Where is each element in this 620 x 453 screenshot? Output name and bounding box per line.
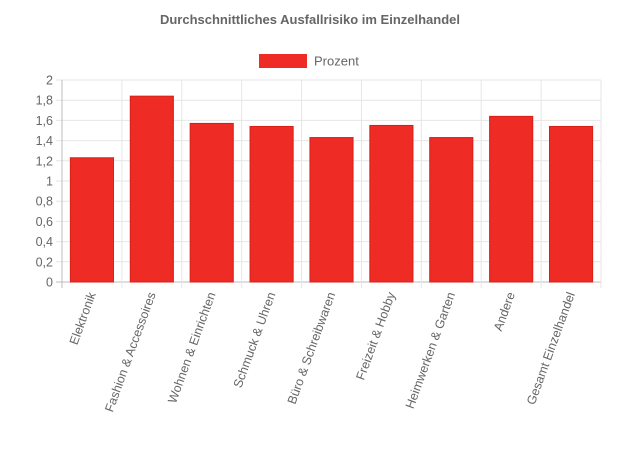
x-tick-label: Heimwerken & Garten: [403, 290, 458, 410]
x-tick-label: Fashion & Accessoires: [102, 290, 158, 414]
bar[interactable]: [249, 125, 294, 283]
y-tick-label: 0,2: [36, 255, 53, 269]
y-tick-label: 1,6: [36, 114, 53, 128]
x-tick-label: Schmuck & Uhren: [231, 290, 279, 389]
bar[interactable]: [489, 115, 534, 283]
y-axis-tick-labels: 0 0,2 0,4 0,6 0,8 1 1,2 1,4 1,6 1,8 2: [36, 74, 53, 290]
bar[interactable]: [129, 95, 174, 283]
x-tick-label: Freizeit & Hobby: [353, 290, 398, 382]
x-axis-tick-labels: Elektronik Fashion & Accessoires Wohnen & …: [67, 290, 578, 414]
y-tick-label: 2: [46, 74, 53, 88]
bar[interactable]: [369, 124, 414, 283]
y-tick-label: 1,4: [36, 134, 53, 148]
bar[interactable]: [309, 137, 354, 283]
y-tick-label: 0,8: [36, 195, 53, 209]
chart-title: Durchschnittliches Ausfallrisiko im Einz…: [160, 12, 460, 27]
x-tick-label: Büro & Schreibwaren: [285, 290, 339, 406]
y-tick-label: 1,8: [36, 94, 53, 108]
bars: [69, 95, 594, 283]
x-tick-label: Elektronik: [67, 290, 99, 347]
legend-label-prozent: Prozent: [314, 54, 359, 69]
y-tick-label: 0,4: [36, 235, 53, 249]
bar[interactable]: [189, 122, 234, 283]
y-tick-label: 0: [46, 276, 53, 290]
x-tick-label: Andere: [491, 290, 518, 333]
bar[interactable]: [429, 137, 474, 283]
legend[interactable]: Prozent: [259, 54, 359, 69]
bar[interactable]: [69, 157, 115, 283]
y-tick-label: 1,2: [36, 154, 53, 168]
bar[interactable]: [548, 125, 594, 283]
legend-swatch: [259, 54, 307, 68]
y-tick-label: 1: [46, 175, 53, 189]
x-tick-label: Wohnen & Einrichten: [165, 290, 218, 405]
x-tick-label: Gesamt Einzelhandel: [524, 290, 578, 406]
y-tick-label: 0,6: [36, 215, 53, 229]
